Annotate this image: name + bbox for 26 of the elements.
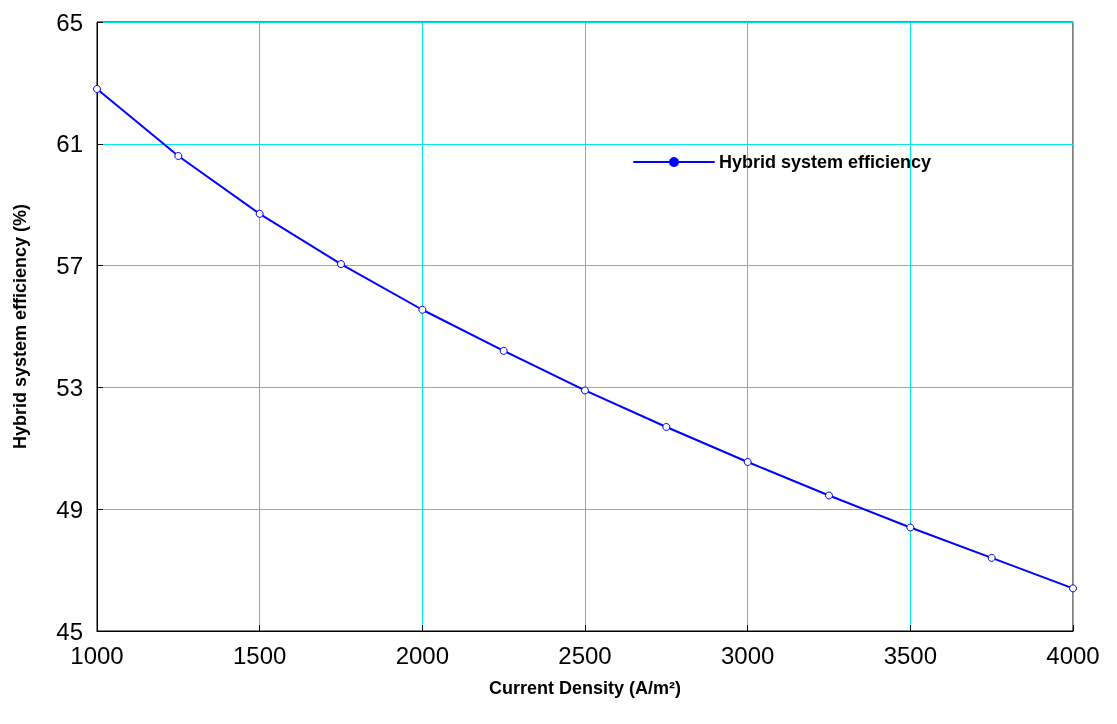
point	[174, 151, 183, 160]
point	[987, 553, 996, 562]
x-tick-label: 2500	[558, 641, 612, 669]
y-tick-label: 49	[56, 495, 83, 523]
point	[418, 305, 427, 314]
point	[255, 209, 264, 218]
y-tick-label: 61	[56, 130, 83, 158]
x-tick-label: 1500	[232, 641, 287, 669]
point	[743, 458, 752, 466]
x-tick-label: 3500	[883, 641, 938, 669]
point	[93, 84, 101, 93]
point	[662, 422, 671, 431]
point	[337, 260, 345, 269]
x-tick-label: 2000	[395, 641, 450, 669]
x-tick-label: 3000	[720, 641, 775, 669]
x-tick-label: 4000	[1046, 641, 1100, 669]
y-axis-title: Hybrid system efficiency (%)	[10, 203, 30, 450]
y-tick-label: 53	[56, 373, 83, 401]
point	[1069, 584, 1077, 593]
y-tick-label: 57	[56, 252, 83, 280]
point	[906, 523, 915, 532]
point	[825, 491, 833, 500]
point	[499, 346, 508, 355]
x-axis-title: Current Density (A/m²)	[488, 678, 682, 698]
point	[581, 386, 589, 395]
y-tick-label: 65	[56, 8, 83, 36]
